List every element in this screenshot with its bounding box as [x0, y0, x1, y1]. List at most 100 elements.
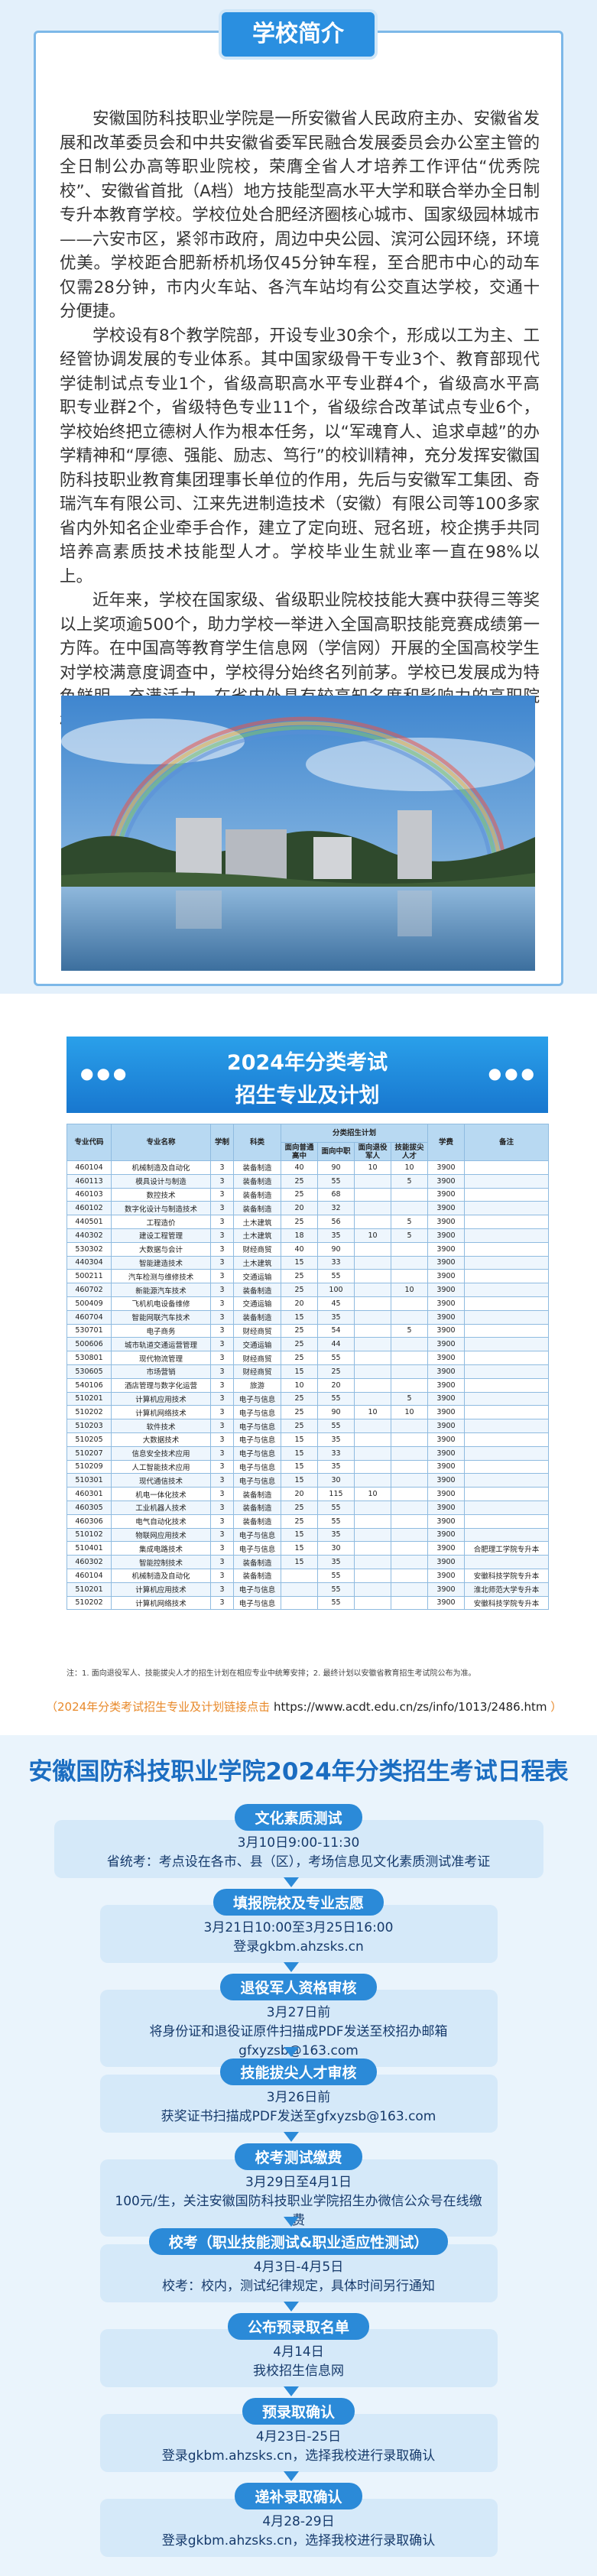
step-arrow [284, 2047, 299, 2057]
table-cell [390, 1187, 429, 1202]
table-cell: 55 [317, 1568, 355, 1583]
table-cell: 510201 [67, 1391, 112, 1406]
table-cell: 15 [281, 1459, 318, 1475]
table-cell: 安徽科技学院专升本 [464, 1595, 550, 1611]
step-arrow [284, 2217, 299, 2227]
table-row: 530801 现代物流管理 3 财经商贸 25 55 3900 [67, 1351, 550, 1365]
table-cell [464, 1215, 550, 1229]
table-cell [390, 1269, 429, 1284]
table-row: 460301 机电一体化技术 3 装备制造 20 115 10 3900 [67, 1487, 550, 1501]
table-cell: 3 [210, 1459, 234, 1475]
table-cell: 电子与信息 [233, 1459, 281, 1475]
column-header: 学制 [210, 1124, 234, 1161]
table-cell: 3900 [427, 1337, 466, 1352]
table-cell [464, 1555, 550, 1569]
table-cell: 土木建筑 [233, 1228, 281, 1243]
header-row: 面向普通高中 面向中职 面向退役军人 技能拔尖人才 [67, 1142, 549, 1161]
table-cell [390, 1241, 429, 1257]
table-cell: 计算机网络技术 [111, 1595, 211, 1611]
table-cell [464, 1351, 550, 1365]
table-row: 510401 集成电路技术 3 电子与信息 15 30 3900 合肥理工学院专升本 [67, 1541, 550, 1556]
table-cell [390, 1487, 429, 1501]
group-header: 分类招生计划 [280, 1124, 429, 1143]
step-date: 4月14日 [273, 2344, 324, 2360]
table-cell [354, 1364, 391, 1379]
table-cell: 5 [390, 1228, 429, 1243]
table-cell: 3 [210, 1432, 234, 1447]
table-cell: 电子与信息 [233, 1541, 281, 1556]
table-cell [354, 1377, 391, 1393]
step-date: 3月27日前 [266, 2005, 331, 2020]
table-cell: 56 [317, 1215, 355, 1229]
table-cell: 500409 [67, 1296, 112, 1311]
table-cell [390, 1513, 429, 1529]
table-cell [354, 1568, 391, 1583]
table-cell: 3900 [427, 1445, 466, 1461]
column-header: 学费 [427, 1124, 466, 1161]
table-cell: 3 [210, 1582, 234, 1597]
table-cell: 装备制造 [233, 1201, 281, 1216]
table-cell: 土木建筑 [233, 1215, 281, 1229]
table-cell [354, 1419, 391, 1433]
table-cell: 3 [210, 1513, 234, 1529]
step-detail: 登录gkbm.ahzsks.cn，选择我校进行录取确认 [161, 2533, 436, 2548]
table-cell: 3900 [427, 1309, 466, 1325]
table-cell: 510102 [67, 1527, 112, 1543]
table-cell: 财经商贸 [233, 1323, 281, 1338]
table-cell: 工程造价 [111, 1215, 211, 1229]
table-cell: 市场营销 [111, 1364, 211, 1379]
table-cell: 90 [317, 1241, 355, 1257]
table-row: 510201 计算机应用技术 3 电子与信息 55 3900 淮北师范大学专升本 [67, 1582, 550, 1597]
step-arrow [284, 1877, 299, 1887]
table-cell [464, 1255, 550, 1270]
table-row: 500211 汽车检测与维修技术 3 交通运输 25 55 3900 [67, 1269, 550, 1284]
table-cell: 现代物流管理 [111, 1351, 211, 1365]
table-cell [390, 1309, 429, 1325]
table-cell: 10 [354, 1228, 391, 1243]
table-row: 460702 新能源汽车技术 3 装备制造 25 100 10 3900 [67, 1283, 550, 1297]
table-cell: 3900 [427, 1269, 466, 1284]
table-body: 460104 机械制造及自动化 3 装备制造 40 90 10 10 3900 460113 模具设… [67, 1160, 550, 1611]
table-cell [464, 1419, 550, 1433]
step-date: 4月28-29日 [262, 2514, 335, 2529]
table-cell: 25 [281, 1513, 318, 1529]
table-cell: 3900 [427, 1255, 466, 1270]
table-row: 530701 电子商务 3 财经商贸 25 54 5 3900 [67, 1323, 550, 1338]
table-row: 460704 智能网联汽车技术 3 装备制造 15 35 3900 [67, 1309, 550, 1325]
table-cell: 44 [317, 1337, 355, 1352]
campus-photo [61, 696, 535, 971]
step-body: 4月14日 我校招生信息网 [99, 2329, 498, 2387]
column-header: 科类 [233, 1124, 281, 1161]
table-cell: 3 [210, 1201, 234, 1216]
table-cell: 90 [317, 1405, 355, 1420]
table-cell [464, 1473, 550, 1488]
table-cell: 计算机应用技术 [111, 1582, 211, 1597]
table-cell: 15 [281, 1364, 318, 1379]
plan-title: 2024年分类考试 [226, 1051, 388, 1075]
table-cell: 3 [210, 1283, 234, 1297]
schedule-step: 技能拔尖人才审核 3月26日前 获奖证书扫描成PDF发送至gfxyzsb@163.c… [0, 2059, 597, 2133]
link-close: ） [550, 1700, 563, 1714]
table-row: 440302 建设工程管理 3 土木建筑 18 35 10 5 3900 [67, 1228, 550, 1243]
table-cell: 90 [317, 1160, 355, 1175]
table-cell: 机电一体化技术 [111, 1487, 211, 1501]
table-cell: 合肥理工学院专升本 [464, 1541, 550, 1556]
link-url[interactable]: https://www.acdt.edu.cn/zs/info/1013/248… [273, 1700, 547, 1714]
table-cell: 智能控制技术 [111, 1555, 211, 1569]
table-cell: 大数据与会计 [111, 1241, 211, 1257]
table-cell: 115 [317, 1487, 355, 1501]
table-cell: 机械制造及自动化 [111, 1160, 211, 1175]
table-cell: 55 [317, 1269, 355, 1284]
table-cell [464, 1309, 550, 1325]
table-cell: 55 [317, 1500, 355, 1515]
table-cell: 18 [281, 1228, 318, 1243]
table-cell [464, 1160, 550, 1175]
table-cell: 530801 [67, 1351, 112, 1365]
table-cell: 3 [210, 1595, 234, 1611]
table-cell [464, 1405, 550, 1420]
table-cell: 电子与信息 [233, 1595, 281, 1611]
table-cell: 25 [281, 1337, 318, 1352]
table-cell: 25 [281, 1187, 318, 1202]
table-cell: 装备制造 [233, 1309, 281, 1325]
